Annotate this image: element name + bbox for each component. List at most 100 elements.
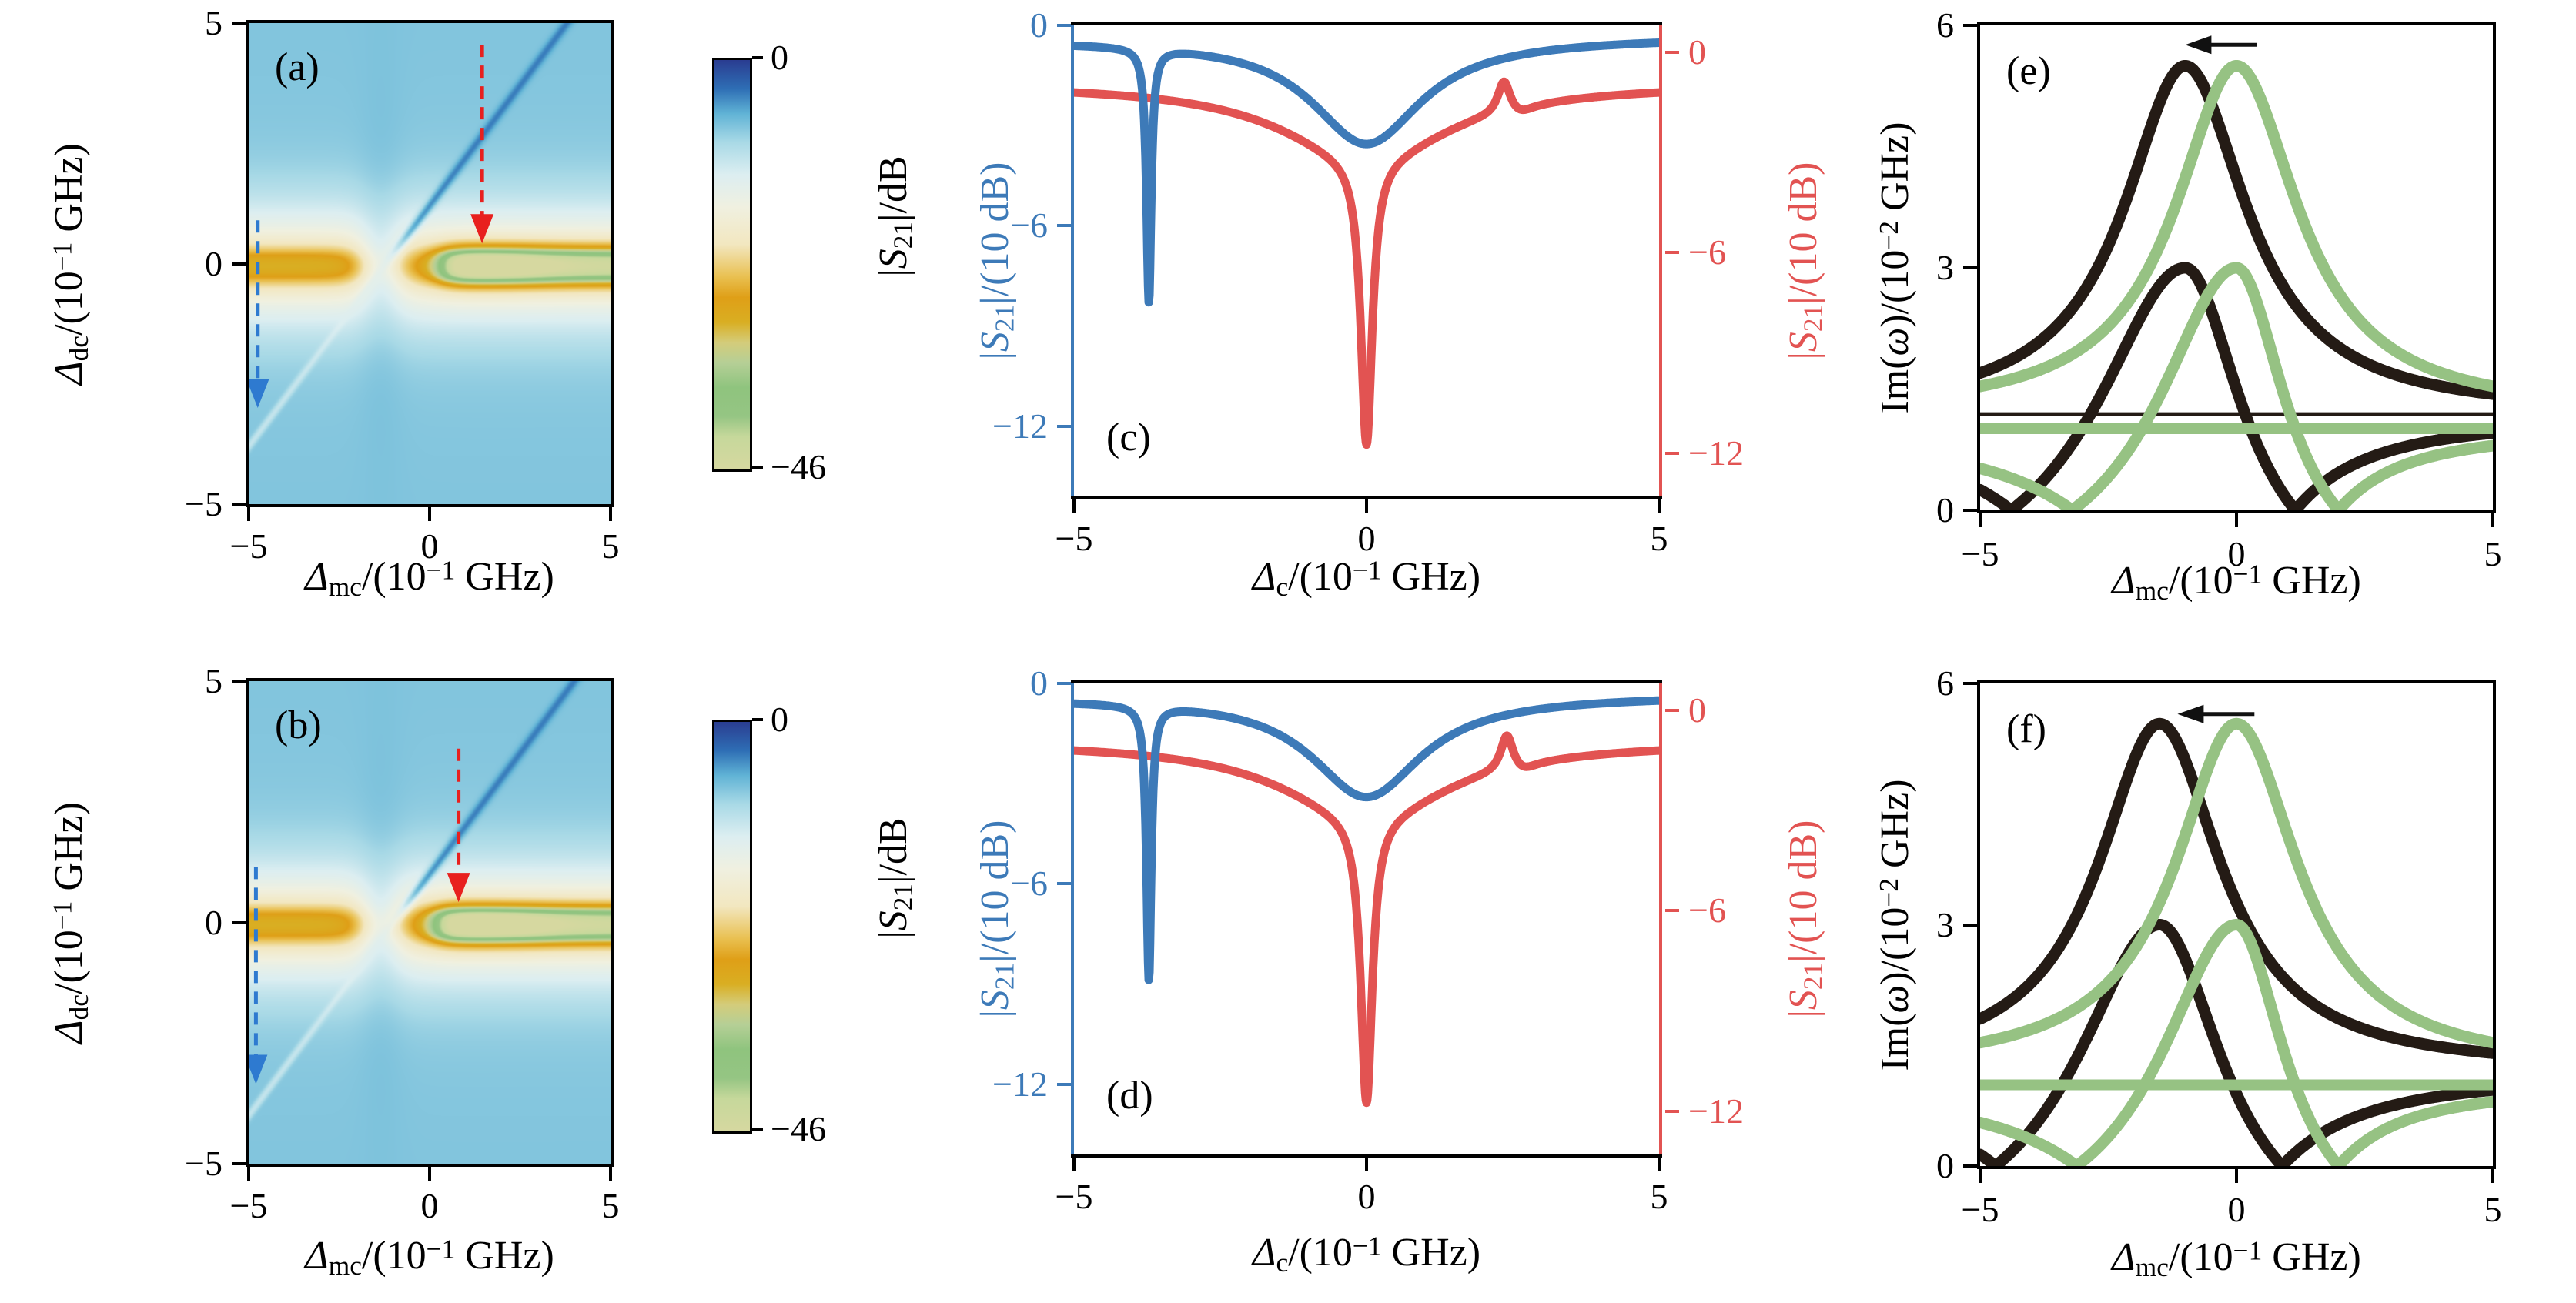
- tick-label: 5: [601, 526, 620, 566]
- tick-label: −6: [1010, 864, 1048, 904]
- tick-label: −5: [1961, 1190, 1999, 1229]
- axis-spine: [1071, 680, 1662, 683]
- tick-label: −5: [185, 484, 222, 523]
- tick-mark: [232, 1162, 246, 1165]
- tick-label: 3: [1936, 248, 1954, 287]
- axis-spine: [1071, 1154, 1662, 1158]
- tick-label: 0: [1688, 690, 1706, 730]
- tick-mark: [1057, 424, 1071, 428]
- red-pump-arrow: [470, 45, 494, 244]
- tick-mark: [1963, 509, 1977, 512]
- tick-mark: [752, 1128, 763, 1131]
- panel-label-a: (a): [275, 45, 319, 89]
- arrow-head-icon: [470, 214, 494, 244]
- tick-mark: [1057, 882, 1071, 886]
- tick-label: −5: [1055, 519, 1093, 558]
- tick-label: 5: [601, 1186, 620, 1225]
- colorbar: [712, 720, 752, 1134]
- s21-red-curve: [1074, 731, 1659, 1108]
- axis-spine: [246, 1164, 614, 1167]
- heatmap-canvas-b: [249, 681, 611, 1164]
- tick-mark: [428, 507, 431, 521]
- tick-label: 5: [205, 3, 222, 42]
- axis-spine: [1977, 680, 2496, 683]
- tick-mark: [752, 718, 763, 721]
- tick-mark: [2491, 1169, 2494, 1183]
- axis-spine: [1659, 25, 1662, 496]
- axis-spine: [246, 23, 249, 504]
- tick-mark: [609, 1167, 612, 1181]
- plot-svg-c: [1074, 25, 1659, 496]
- plot-svg-f: [1980, 683, 2493, 1166]
- red-pump-arrow: [447, 748, 470, 903]
- axis-spine: [1977, 22, 2496, 25]
- panel-label-d: (d): [1106, 1074, 1153, 1118]
- tick-label: 6: [1936, 663, 1954, 703]
- x-axis-label: Δmc/(10−1 GHz): [305, 554, 554, 602]
- im-green-broad: [1980, 60, 2493, 393]
- y-axis-label: Δdc/(10−1 GHz): [46, 142, 94, 385]
- tick-mark: [232, 680, 246, 683]
- tick-label: 5: [2484, 1190, 2502, 1229]
- shift-left-arrow: [2177, 704, 2255, 723]
- tick-label: −6: [1688, 232, 1726, 272]
- tick-mark: [1979, 513, 1982, 527]
- arrow-head-icon: [249, 1054, 268, 1084]
- tick-mark: [1979, 1169, 1982, 1183]
- tick-mark: [2491, 513, 2494, 527]
- panel-label-f: (f): [2006, 707, 2046, 751]
- x-axis-label: Δmc/(10−1 GHz): [2112, 1235, 2361, 1282]
- heatmap-arrow-overlay: [249, 45, 494, 408]
- tick-mark: [247, 507, 250, 521]
- tick-mark: [1658, 1158, 1661, 1171]
- tick-label: 0: [1936, 1146, 1954, 1185]
- y-axis-label-left: |S21|/(10 dB): [972, 162, 1020, 360]
- im-black-narrow: [1980, 919, 2493, 1166]
- axis-spine: [246, 20, 614, 23]
- tick-label: 3: [1936, 904, 1954, 944]
- colorbar: [712, 58, 752, 472]
- tick-mark: [428, 1167, 431, 1181]
- arrow-head-icon: [2177, 704, 2204, 723]
- im-green-narrow: [1980, 919, 2493, 1166]
- s21-blue-curve: [1074, 696, 1659, 984]
- tick-mark: [1057, 224, 1071, 228]
- tick-label: 0: [420, 526, 439, 566]
- x-axis-label: Δc/(10−1 GHz): [1252, 554, 1481, 602]
- tick-label: 0: [1030, 663, 1048, 703]
- tick-mark: [1072, 499, 1076, 513]
- tick-label: −6: [1688, 890, 1726, 930]
- tick-mark: [2235, 513, 2238, 527]
- tick-label: −12: [1688, 433, 1744, 473]
- heatmap-arrow-overlay: [249, 748, 470, 1084]
- tick-mark: [1665, 909, 1679, 913]
- tick-mark: [1963, 266, 1977, 269]
- blue-probe-arrow: [249, 867, 268, 1084]
- tick-label: 0: [2227, 1190, 2246, 1229]
- y-axis-label: Im(ω)/(10−2 GHz): [1872, 778, 1918, 1071]
- heatmap-canvas-a: [249, 23, 611, 504]
- tick-mark: [1963, 24, 1977, 27]
- tick-label: −46: [771, 447, 826, 486]
- tick-mark: [232, 22, 246, 25]
- axis-spine: [2493, 25, 2496, 510]
- tick-label: 0: [420, 1186, 439, 1225]
- axis-spine: [246, 681, 249, 1164]
- x-axis-label: Δmc/(10−1 GHz): [2112, 558, 2361, 606]
- tick-mark: [1057, 24, 1071, 27]
- tick-label: −5: [229, 1186, 268, 1225]
- axis-spine: [1071, 25, 1074, 496]
- tick-mark: [232, 262, 246, 266]
- tick-label: 5: [1650, 519, 1668, 558]
- tick-label: −5: [1961, 534, 1999, 573]
- tick-label: −12: [992, 406, 1048, 446]
- tick-mark: [1665, 708, 1679, 712]
- tick-mark: [1963, 682, 1977, 685]
- tick-label: 6: [1936, 5, 1954, 45]
- tick-mark: [1963, 923, 1977, 927]
- axis-spine: [246, 504, 614, 507]
- im-black-broad: [1980, 717, 2493, 1059]
- tick-label: 0: [205, 902, 222, 942]
- tick-mark: [1665, 251, 1679, 255]
